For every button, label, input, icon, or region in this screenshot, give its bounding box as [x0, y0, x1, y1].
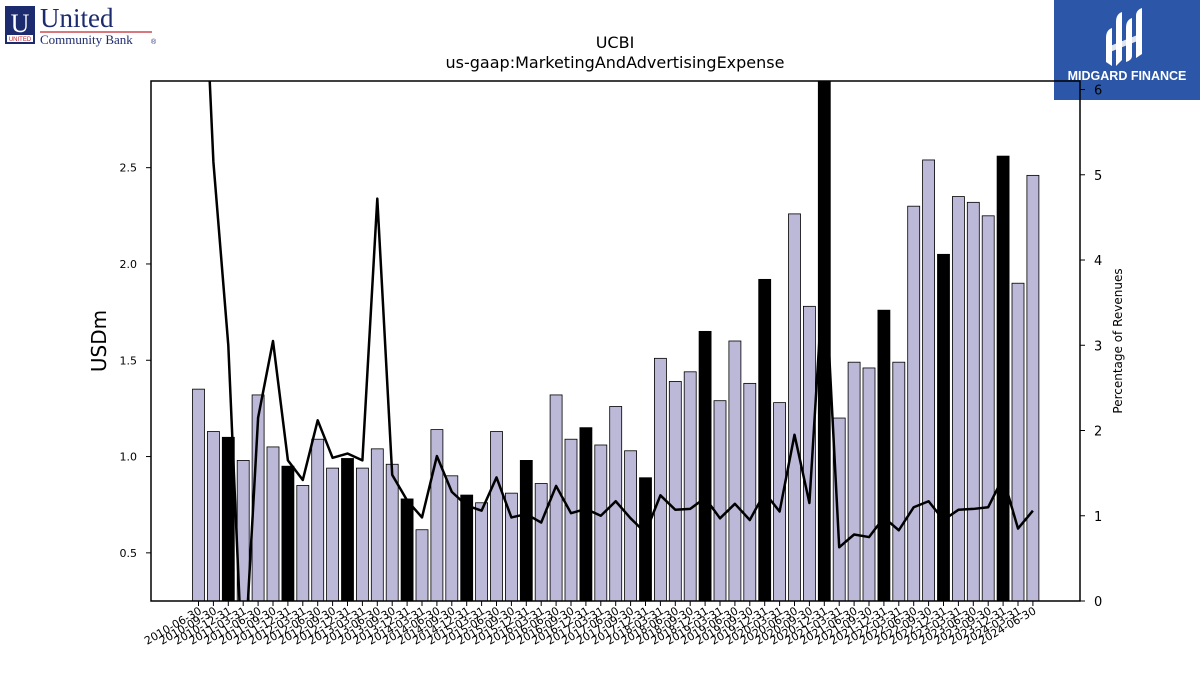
logo-mark-caption: UNITED	[9, 37, 32, 43]
y-left-tick-label: 2.0	[120, 258, 138, 271]
bars-layer	[192, 80, 1040, 602]
bar-2013-09-30	[385, 463, 399, 602]
bar-2015-03-31	[475, 502, 489, 602]
bar-2013-06-30	[370, 448, 384, 602]
y-axis-left-label: USDm	[87, 310, 111, 372]
midgard-finance-logo: MIDGARD FINANCE	[1054, 0, 1200, 100]
y-axis-left: 0.5 1.0 1.5 2.0 2.5	[120, 162, 151, 560]
y-axis-right-label: Percentage of Revenues	[1111, 268, 1125, 413]
bar-2017-12-31	[639, 477, 652, 602]
logo-mark-letter: U	[11, 9, 30, 38]
y-left-tick-label: 1.5	[120, 354, 138, 367]
y-right-tick-label: 6	[1094, 84, 1102, 99]
y-right-tick-label: 1	[1094, 510, 1102, 525]
y-right-tick-label: 5	[1094, 169, 1102, 184]
bar-2019-12-31	[758, 278, 772, 602]
logo-sub: Community Bank	[40, 32, 133, 47]
bar-2012-09-30	[326, 467, 340, 602]
bar-2014-03-31	[415, 529, 429, 602]
chart-subtitle: us-gaap:MarketingAndAdvertisingExpense	[446, 53, 785, 72]
y-right-tick-label: 3	[1094, 339, 1102, 354]
bar-2020-06-30	[788, 213, 801, 602]
bar-2022-06-30	[907, 205, 921, 602]
bar-2018-09-30	[683, 371, 697, 602]
bar-2012-12-31	[341, 458, 354, 602]
bar-2022-03-31	[892, 361, 906, 602]
bar-2021-09-30	[862, 367, 876, 602]
chart-title: UCBI	[596, 33, 635, 52]
bar-2011-09-30	[266, 446, 280, 602]
bar-2020-03-31	[773, 402, 786, 602]
bar-2016-03-31	[534, 483, 548, 602]
bar-2019-09-30	[743, 382, 757, 602]
bar-2023-12-31	[996, 155, 1010, 602]
bar-2022-09-30	[922, 159, 935, 602]
bar-2012-03-31	[296, 485, 310, 602]
bar-2019-06-30	[728, 340, 742, 602]
bar-2021-12-31	[877, 309, 891, 602]
bar-2022-12-31	[937, 253, 950, 602]
bar-2016-09-30	[564, 438, 578, 602]
bar-2019-03-31	[713, 400, 727, 602]
bar-2023-06-30	[966, 201, 980, 602]
bar-2010-09-30	[206, 431, 220, 602]
y-left-tick-label: 2.5	[120, 162, 138, 175]
revenue-percentage-line	[208, 81, 1034, 601]
y-left-tick-label: 1.0	[120, 451, 138, 464]
bar-2017-03-31	[594, 444, 608, 602]
y-right-tick-label: 2	[1094, 425, 1102, 440]
bar-2015-06-30	[490, 431, 503, 602]
bar-2024-06-30	[1026, 174, 1040, 602]
logo-word: United	[40, 4, 114, 33]
logo-registered-mark: ®	[151, 38, 157, 46]
bar-2017-09-30	[624, 450, 637, 602]
bar-2010-06-30	[192, 388, 205, 602]
bar-2024-03-31	[1011, 282, 1025, 602]
bar-2011-12-31	[281, 465, 295, 602]
midgard-wordmark: MIDGARD FINANCE	[1068, 69, 1187, 83]
bar-2023-03-31	[952, 196, 965, 602]
bar-2013-03-31	[355, 467, 369, 602]
y-right-tick-label: 0	[1094, 595, 1102, 610]
y-left-tick-label: 0.5	[120, 547, 138, 560]
y-right-tick-label: 4	[1094, 254, 1102, 269]
bar-2018-12-31	[698, 330, 712, 602]
bar-2012-06-30	[311, 438, 325, 602]
bar-2015-12-31	[519, 460, 533, 602]
y-axis-right: 0 1 2 3 4 5 6	[1080, 84, 1102, 610]
x-axis: 2010-06-302010-09-302010-12-312011-03-31…	[142, 601, 1038, 648]
bar-2016-12-31	[579, 427, 593, 602]
bar-2021-06-30	[847, 361, 861, 602]
united-community-bank-logo: U UNITED United Community Bank ®	[4, 3, 164, 48]
midgard-emblem-icon	[1106, 8, 1142, 66]
bar-2018-06-30	[668, 381, 682, 602]
logo-mark-band	[7, 35, 33, 42]
bar-2014-12-31	[460, 494, 474, 602]
bar-2018-03-31	[654, 357, 667, 602]
bar-2023-09-30	[981, 215, 995, 602]
line-layer	[208, 81, 1034, 601]
bar-2013-12-31	[400, 498, 414, 602]
